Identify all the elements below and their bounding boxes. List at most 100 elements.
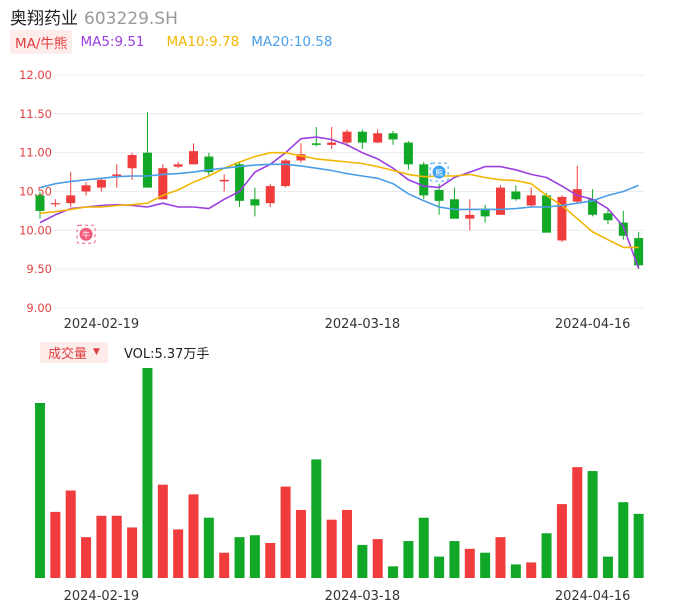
y-tick-label: 11.50	[19, 107, 52, 121]
candle	[373, 129, 383, 144]
candle	[66, 172, 76, 208]
bear-signal-icon-frame	[429, 162, 449, 182]
signal-markers: 牛熊	[76, 162, 449, 244]
volume-bar	[602, 556, 613, 578]
candle	[357, 129, 367, 149]
volume-indicator-selector[interactable]: 成交量 ▼	[40, 341, 108, 363]
stock-name: 奥翔药业	[10, 9, 78, 29]
candle-body	[173, 164, 183, 167]
candle-body	[250, 199, 260, 206]
volume-bar	[541, 533, 552, 578]
candle-body	[526, 195, 536, 206]
candle	[235, 161, 245, 208]
volume-bar	[480, 552, 491, 578]
candle	[557, 195, 567, 242]
candle	[480, 204, 490, 223]
volume-bar	[157, 484, 168, 578]
bear-signal-icon-badge	[432, 165, 446, 179]
candle-body	[66, 195, 76, 204]
volume-bar	[311, 459, 322, 578]
candle-body	[419, 164, 429, 196]
candle-body	[542, 195, 552, 233]
candle-body	[618, 222, 628, 236]
candle	[542, 193, 552, 233]
candle-body	[50, 203, 60, 205]
candle-body	[81, 185, 91, 192]
candle-body	[189, 151, 198, 165]
volume-bar	[111, 515, 122, 578]
candles	[35, 112, 644, 270]
stock-code: 603229.SH	[84, 9, 178, 29]
bear-signal-icon-glyph: 熊	[435, 168, 443, 178]
y-tick-label: 12.00	[19, 68, 52, 82]
candle	[588, 189, 598, 217]
candle-body	[142, 152, 152, 188]
volume-bar	[173, 529, 184, 578]
candle	[204, 152, 214, 176]
x-tick-label: 2024-02-19	[64, 317, 140, 332]
bull-signal-icon-badge	[79, 227, 93, 241]
candle-body	[388, 133, 398, 140]
candle-body	[327, 142, 337, 145]
bull-signal-icon-frame	[76, 224, 96, 244]
volume-bar	[249, 535, 260, 578]
volume-bar	[65, 490, 76, 578]
candle	[634, 231, 644, 270]
ma20-line	[39, 163, 639, 211]
bull-signal-icon-glyph: 牛	[82, 230, 90, 240]
y-tick-label: 10.50	[19, 185, 52, 199]
candle	[219, 174, 229, 192]
volume-bar	[326, 519, 337, 578]
candle-body	[434, 189, 444, 201]
candle	[526, 187, 536, 208]
y-tick-label: 9.00	[26, 301, 52, 315]
candle-body	[127, 154, 137, 169]
ma-lines	[39, 136, 640, 269]
candle	[265, 183, 275, 208]
volume-bar	[357, 544, 368, 578]
volume-bar	[618, 502, 629, 578]
candle-body	[634, 238, 644, 266]
volume-bar	[50, 511, 61, 578]
candle-body	[496, 187, 505, 215]
date-axis: 2024-02-19 2024-02-19 2024-03-18 2024-03-18…	[64, 317, 631, 604]
volume-bar	[127, 527, 138, 578]
volume-bar	[342, 509, 352, 578]
price-axis: 12.00 11.50 11.00 10.50 10.00 9.50 9.00	[19, 68, 52, 315]
volume-bar	[403, 541, 414, 578]
ma10-legend: MA10:9.78	[166, 34, 240, 50]
volume-bars	[35, 368, 644, 578]
candle-body	[235, 164, 245, 201]
volume-bar	[203, 517, 214, 578]
x-tick-label: 2024-04-16	[555, 589, 631, 604]
y-tick-label: 10.00	[19, 223, 52, 237]
ma-indicator-selector[interactable]: MA/牛熊	[10, 30, 73, 54]
y-tick-label: 11.00	[19, 146, 52, 160]
candle	[342, 129, 352, 147]
candle-body	[480, 208, 490, 217]
volume-bar	[96, 515, 107, 578]
price-grid	[54, 74, 644, 309]
candle	[419, 161, 429, 200]
candle	[465, 199, 475, 231]
candle	[603, 209, 613, 225]
candle	[250, 187, 260, 217]
volume-bar	[526, 562, 537, 578]
candle	[434, 183, 444, 215]
x-tick-label: 2024-03-18	[325, 317, 401, 332]
volume-bar	[633, 513, 644, 578]
candle	[50, 199, 60, 208]
candle-body	[158, 168, 168, 200]
volume-bar	[295, 509, 306, 578]
volume-legend: 成交量 ▼ VOL:5.37万手	[40, 341, 209, 363]
candle	[281, 158, 291, 188]
candle-body	[204, 156, 214, 173]
volume-bar	[142, 368, 153, 578]
volume-bar	[572, 467, 583, 578]
candle	[496, 185, 505, 215]
volume-bar	[495, 537, 506, 578]
candle-body	[296, 154, 306, 161]
volume-bar	[587, 471, 598, 578]
candle	[96, 177, 106, 192]
